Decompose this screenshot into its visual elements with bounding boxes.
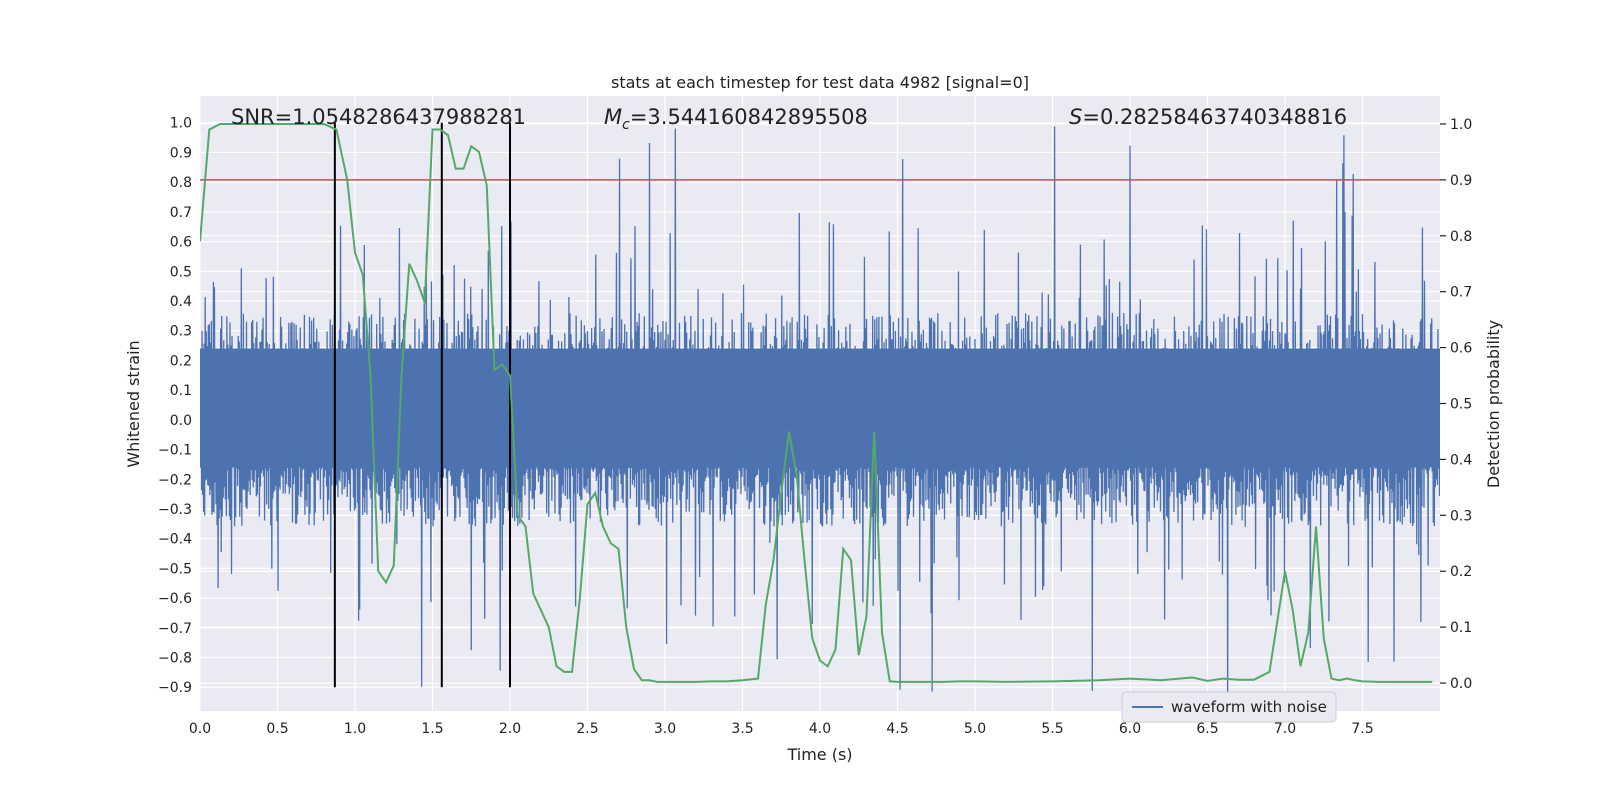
y-left-tick-label: −0.5 xyxy=(158,561,192,577)
legend: waveform with noise xyxy=(1121,691,1337,723)
y-left-tick-label: 0.4 xyxy=(170,294,192,310)
x-axis-ticks: 0.0 0.5 1.0 1.5 2.0 2.5 3.0 3.5 4.0 4.5 5.0 5.5 6.0 6… xyxy=(189,721,1374,737)
x-tick-label: 6.0 xyxy=(1119,721,1141,737)
y-left-tick-label: −0.3 xyxy=(158,502,192,518)
y-left-tick-label: 0.3 xyxy=(170,324,192,340)
x-tick-label: 4.0 xyxy=(809,721,831,737)
y-left-tick-label: 0.0 xyxy=(170,413,192,429)
y-left-tick-label: 0.8 xyxy=(170,175,192,191)
y-left-tick-label: 0.9 xyxy=(170,145,192,161)
y-left-tick-label: −0.2 xyxy=(158,472,192,488)
x-tick-label: 1.0 xyxy=(344,721,366,737)
waveform-with-noise-series xyxy=(200,126,1440,711)
y-left-axis-ticks: 1.0 0.9 0.8 0.7 0.6 0.5 0.4 0.3 0.2 0.1 0.0 −0.1 −0.… xyxy=(158,116,192,696)
waveform-trace xyxy=(200,126,1440,711)
y-left-tick-label: −0.7 xyxy=(158,621,192,637)
y-right-tick-label: 0.5 xyxy=(1450,397,1472,413)
y-left-tick-label: −0.4 xyxy=(158,532,192,548)
y-right-tick-label: 0.1 xyxy=(1450,620,1472,636)
y-right-tick-label: 0.0 xyxy=(1450,676,1472,692)
y-right-tick-label: 0.6 xyxy=(1450,341,1472,357)
y-left-tick-label: −0.6 xyxy=(158,591,192,607)
mc-subscript: c xyxy=(622,117,630,133)
y-left-axis-title: Whitened strain xyxy=(124,340,143,467)
y-right-axis-ticks: 1.0 0.9 0.8 0.7 0.6 0.5 0.4 0.3 0.2 0.1 0.0 xyxy=(1440,117,1472,692)
chirp-mass-annotation: Mc=3.544160842895508 xyxy=(604,105,868,133)
x-tick-label: 2.5 xyxy=(576,721,598,737)
x-tick-label: 5.5 xyxy=(1041,721,1063,737)
y-right-tick-label: 0.8 xyxy=(1450,229,1472,245)
y-left-tick-label: 0.7 xyxy=(170,205,192,221)
x-tick-label: 0.0 xyxy=(189,721,211,737)
y-left-tick-label: −0.8 xyxy=(158,651,192,667)
legend-box xyxy=(1121,691,1337,723)
s-annotation: S=0.28258463740348816 xyxy=(1069,105,1347,129)
x-tick-label: 7.5 xyxy=(1351,721,1373,737)
x-tick-label: 7.0 xyxy=(1274,721,1296,737)
detection-probability-series xyxy=(200,122,1433,683)
detection-probability-line xyxy=(200,122,1433,683)
y-left-tick-label: 0.2 xyxy=(170,353,192,369)
s-symbol: S xyxy=(1069,105,1082,129)
y-left-tick-label: −0.1 xyxy=(158,443,192,459)
y-right-tick-label: 1.0 xyxy=(1450,117,1472,133)
y-left-tick-label: 1.0 xyxy=(170,116,192,132)
chart-title: stats at each timestep for test data 498… xyxy=(611,73,1029,92)
y-left-tick-label: −0.9 xyxy=(158,680,192,696)
vertical-marker-lines xyxy=(333,122,511,688)
x-tick-label: 4.5 xyxy=(886,721,908,737)
s-value: =0.28258463740348816 xyxy=(1082,105,1347,129)
mc-symbol: M xyxy=(604,105,622,129)
x-axis-title: Time (s) xyxy=(786,745,852,764)
x-tick-label: 6.5 xyxy=(1196,721,1218,737)
legend-label: waveform with noise xyxy=(1171,698,1327,716)
x-tick-label: 3.5 xyxy=(731,721,753,737)
y-right-tick-label: 0.3 xyxy=(1450,508,1472,524)
y-right-axis-title: Detection probability xyxy=(1484,320,1503,488)
y-left-tick-label: 0.1 xyxy=(170,383,192,399)
y-right-tick-label: 0.7 xyxy=(1450,285,1472,301)
y-right-tick-label: 0.2 xyxy=(1450,564,1472,580)
y-left-tick-label: 0.6 xyxy=(170,235,192,251)
x-tick-label: 1.5 xyxy=(421,721,443,737)
y-right-tick-label: 0.4 xyxy=(1450,452,1472,468)
y-right-tick-label: 0.9 xyxy=(1450,173,1472,189)
x-tick-label: 3.0 xyxy=(654,721,676,737)
y-left-tick-label: 0.5 xyxy=(170,264,192,280)
x-tick-label: 2.0 xyxy=(499,721,521,737)
x-tick-label: 5.0 xyxy=(964,721,986,737)
mc-value: =3.544160842895508 xyxy=(630,105,868,129)
snr-annotation: SNR=1.0548286437988281 xyxy=(231,105,526,129)
x-tick-label: 0.5 xyxy=(266,721,288,737)
